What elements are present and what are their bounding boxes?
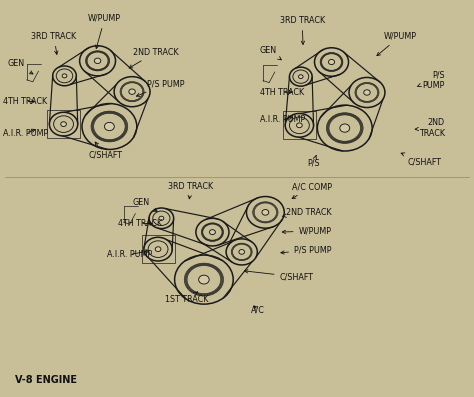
Text: C/SHAFT: C/SHAFT <box>401 153 441 167</box>
Text: 1ST TRACK: 1ST TRACK <box>165 292 209 304</box>
Circle shape <box>297 123 302 128</box>
Circle shape <box>199 275 209 284</box>
Circle shape <box>364 90 370 95</box>
Text: W/PUMP: W/PUMP <box>88 14 121 48</box>
Text: W/PUMP: W/PUMP <box>377 32 417 56</box>
Text: GEN: GEN <box>8 60 33 74</box>
Circle shape <box>299 75 303 79</box>
Text: A.I.R. PUMP: A.I.R. PUMP <box>260 115 305 124</box>
Text: W/PUMP: W/PUMP <box>283 226 331 235</box>
Text: 4TH TRACK: 4TH TRACK <box>118 219 162 228</box>
Circle shape <box>61 122 66 127</box>
Text: P/S
PUMP: P/S PUMP <box>417 70 445 89</box>
Text: V-8 ENGINE: V-8 ENGINE <box>15 375 77 385</box>
Text: A/C: A/C <box>251 306 265 314</box>
Text: P/S PUMP: P/S PUMP <box>137 79 185 96</box>
Text: 2ND TRACK: 2ND TRACK <box>283 208 331 217</box>
Text: P/S: P/S <box>307 156 319 168</box>
Circle shape <box>94 58 101 64</box>
Text: A.I.R. PUMP: A.I.R. PUMP <box>3 129 48 138</box>
Text: 3RD TRACK: 3RD TRACK <box>280 16 325 44</box>
Circle shape <box>328 60 335 65</box>
Text: P/S PUMP: P/S PUMP <box>281 245 331 254</box>
Circle shape <box>159 216 164 220</box>
Text: 2ND TRACK: 2ND TRACK <box>129 48 179 68</box>
Circle shape <box>155 247 161 252</box>
Text: A.I.R. PUMP: A.I.R. PUMP <box>107 250 152 259</box>
Text: 4TH TRACK: 4TH TRACK <box>3 97 47 106</box>
Circle shape <box>340 124 350 132</box>
Text: C/SHAFT: C/SHAFT <box>245 270 313 281</box>
Text: 3RD TRACK: 3RD TRACK <box>31 32 76 54</box>
Circle shape <box>62 74 67 78</box>
Circle shape <box>104 122 114 131</box>
Text: GEN: GEN <box>260 46 281 60</box>
Text: GEN: GEN <box>132 198 157 211</box>
Text: 2ND
TRACK: 2ND TRACK <box>415 118 445 138</box>
Text: 3RD TRACK: 3RD TRACK <box>168 182 214 199</box>
Circle shape <box>262 210 269 215</box>
Text: C/SHAFT: C/SHAFT <box>88 142 122 160</box>
Text: 4TH TRACK: 4TH TRACK <box>260 88 304 97</box>
Text: A/C COMP: A/C COMP <box>292 182 331 198</box>
Circle shape <box>210 229 215 235</box>
Circle shape <box>239 250 245 254</box>
Circle shape <box>129 89 135 94</box>
